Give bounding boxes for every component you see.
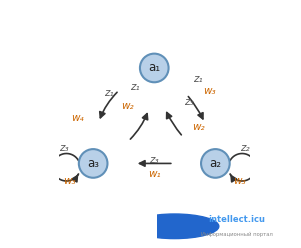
Text: z₁: z₁ (130, 82, 140, 92)
Text: z₃: z₃ (150, 155, 159, 165)
Text: z₂: z₂ (240, 143, 250, 153)
Text: a₂: a₂ (209, 157, 221, 170)
Text: w₃: w₃ (63, 176, 76, 186)
Text: w₁: w₁ (148, 169, 160, 179)
Text: w₂: w₂ (192, 122, 204, 132)
Text: z₁: z₁ (104, 88, 113, 98)
FancyArrowPatch shape (188, 96, 203, 119)
Text: w₃: w₃ (233, 176, 246, 186)
Circle shape (130, 214, 219, 239)
Text: Информационный портал: Информационный портал (201, 232, 273, 237)
Text: z₁: z₁ (193, 74, 203, 84)
Text: w₂: w₂ (121, 101, 134, 111)
Text: z₃: z₃ (59, 143, 68, 153)
Text: w₄: w₄ (72, 113, 84, 123)
Text: w₃: w₃ (203, 86, 216, 96)
Circle shape (79, 149, 107, 178)
Text: intellect.icu: intellect.icu (208, 215, 265, 224)
Text: a₃: a₃ (87, 157, 99, 170)
Text: z₃: z₃ (184, 97, 194, 107)
FancyArrowPatch shape (139, 161, 171, 166)
Text: a₁: a₁ (148, 62, 160, 74)
FancyArrowPatch shape (167, 113, 181, 135)
Circle shape (140, 54, 169, 82)
Circle shape (201, 149, 230, 178)
FancyArrowPatch shape (130, 114, 148, 139)
FancyArrowPatch shape (100, 92, 117, 118)
